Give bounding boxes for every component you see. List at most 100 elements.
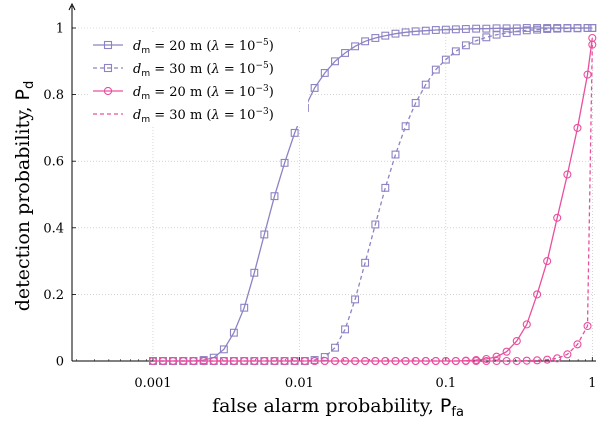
- y-tick-label: 0: [56, 355, 64, 370]
- data-point-square: [431, 26, 440, 34]
- data-point-circle: [270, 356, 279, 366]
- data-point-circle: [522, 320, 531, 329]
- data-point-circle: [158, 356, 167, 366]
- y-tick-label: 0.2: [43, 288, 64, 303]
- data-point-circle: [341, 356, 350, 366]
- data-point-square: [361, 37, 370, 46]
- data-point-circle: [401, 356, 410, 366]
- data-point-circle: [280, 356, 289, 366]
- data-point-circle: [199, 356, 208, 366]
- data-point-circle: [330, 356, 340, 366]
- data-point-square: [411, 98, 420, 107]
- data-point-square: [371, 220, 380, 229]
- data-point-circle: [320, 356, 329, 366]
- data-point-circle: [588, 40, 597, 49]
- x-axis-title: false alarm probability, Pfa: [212, 395, 464, 420]
- data-point-square: [421, 26, 430, 35]
- y-axis-arrow: [68, 2, 76, 11]
- legend-label-1: dm = 20 m (λ = 10−5): [133, 38, 274, 56]
- data-point-square: [341, 49, 350, 57]
- data-point-circle: [573, 123, 582, 132]
- data-point-square: [553, 24, 562, 33]
- x-tick-label: 0.01: [285, 376, 314, 391]
- data-point-square: [331, 57, 339, 66]
- legend: dm = 20 m (λ = 10−5) dm = 30 m (λ = 10−5…: [88, 32, 308, 126]
- data-point-circle: [583, 70, 592, 79]
- data-point-circle: [411, 356, 420, 366]
- legend-marker-square-1: [103, 40, 113, 50]
- data-point-circle: [553, 354, 562, 363]
- data-point-square: [461, 41, 470, 50]
- data-point-circle: [209, 356, 218, 366]
- data-point-circle: [229, 356, 238, 366]
- x-tick-label: 1: [588, 376, 596, 391]
- data-point-square: [260, 230, 269, 239]
- data-point-square: [391, 29, 400, 38]
- data-point-circle: [512, 336, 521, 346]
- data-point-circle: [179, 356, 188, 366]
- data-point-square: [543, 25, 552, 33]
- data-point-square: [472, 36, 481, 45]
- legend-entry-2: dm = 30 m (λ = 10−5): [93, 61, 274, 79]
- data-point-circle: [472, 356, 481, 366]
- data-point-square: [421, 80, 430, 89]
- series-4: [148, 40, 597, 366]
- data-point-circle: [371, 356, 380, 366]
- data-point-circle: [543, 355, 552, 364]
- data-point-circle: [502, 356, 511, 366]
- legend-marker-square-2: [103, 63, 113, 73]
- data-point-circle: [361, 356, 370, 366]
- data-point-circle: [310, 356, 319, 366]
- data-point-square: [502, 24, 511, 33]
- data-point-circle: [553, 213, 562, 222]
- data-point-circle: [522, 356, 531, 365]
- data-point-square: [401, 122, 410, 131]
- tick-labels: 0.001 0.01 0.1 1 0 0.2 0.4 0.6 0.8 1: [43, 22, 596, 392]
- data-point-square: [472, 24, 481, 33]
- data-point-square: [341, 325, 350, 334]
- y-tick-label: 0.8: [43, 88, 64, 103]
- data-point-square: [482, 33, 491, 42]
- data-point-square: [250, 268, 259, 277]
- data-point-square: [290, 128, 299, 137]
- data-point-circle: [451, 356, 460, 366]
- y-axis-title: detection probability, Pd: [12, 81, 37, 312]
- data-point-square: [461, 25, 470, 33]
- data-point-square: [512, 27, 521, 36]
- y-tick-label: 0.4: [43, 221, 64, 236]
- data-point-circle: [148, 356, 158, 366]
- data-point-square: [451, 47, 460, 56]
- data-point-square: [522, 26, 531, 35]
- data-point-square: [441, 55, 450, 64]
- data-point-circle: [563, 350, 572, 359]
- data-point-circle: [492, 356, 501, 366]
- x-tick-label: 0.1: [436, 376, 457, 391]
- data-point-circle: [168, 356, 178, 366]
- data-point-circle: [189, 356, 198, 366]
- data-point-square: [229, 328, 238, 337]
- data-point-square: [381, 31, 390, 40]
- data-point-circle: [431, 356, 440, 366]
- data-point-circle: [441, 356, 450, 366]
- data-point-square: [240, 303, 249, 312]
- data-point-circle: [351, 356, 360, 366]
- data-point-square: [351, 295, 360, 304]
- x-tick-label: 0.001: [134, 376, 171, 391]
- data-point-square: [533, 25, 542, 34]
- data-point-circle: [381, 356, 390, 366]
- data-point-circle: [250, 356, 259, 366]
- data-point-circle: [573, 340, 582, 349]
- y-tick-label: 0.6: [43, 155, 64, 170]
- legend-label-4: dm = 30 m (λ = 10−3): [133, 107, 274, 125]
- data-point-square: [391, 150, 400, 159]
- data-point-square: [310, 83, 319, 92]
- y-tick-label: 1: [56, 22, 64, 37]
- data-point-square: [563, 24, 572, 33]
- data-point-circle: [583, 321, 592, 331]
- data-point-square: [502, 29, 511, 37]
- data-point-square: [588, 24, 597, 32]
- data-point-circle: [219, 356, 228, 366]
- data-point-square: [411, 27, 420, 36]
- data-point-square: [441, 25, 450, 34]
